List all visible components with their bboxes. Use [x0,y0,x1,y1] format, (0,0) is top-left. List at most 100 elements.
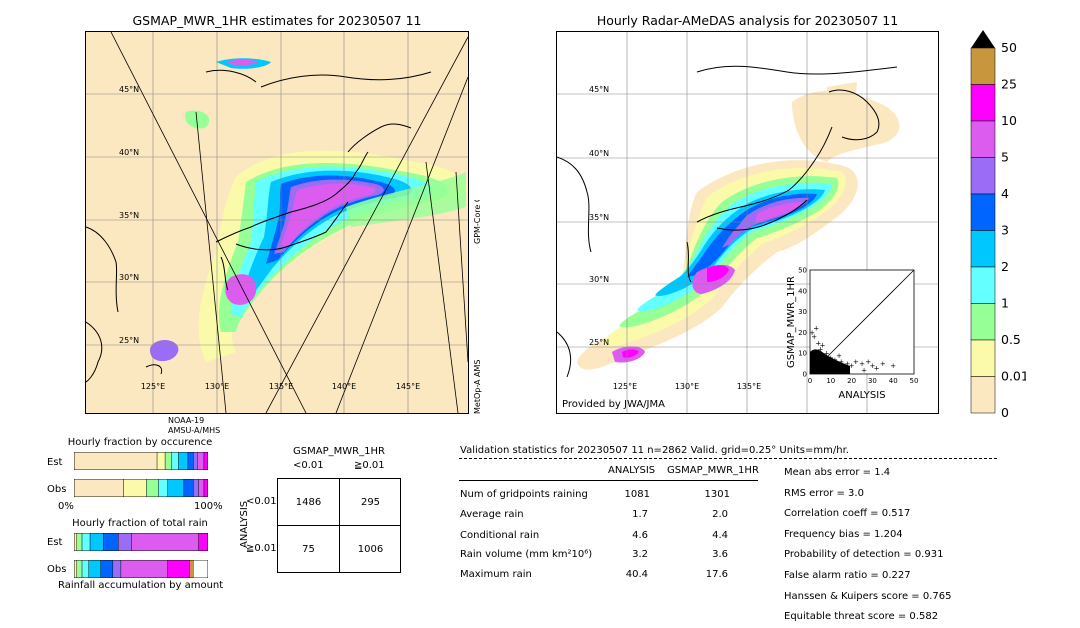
scatter-point: + [836,352,842,360]
svg-text:35°N: 35°N [589,213,609,222]
scatter-ytick-1: 10 [798,350,807,358]
occurrence-axis-right: 100% [194,501,223,512]
rain-fraction-title: Hourly fraction of total rain [72,518,208,529]
bar-segment [89,532,104,552]
bar-segment [189,559,194,579]
svg-text:135°E: 135°E [737,382,761,391]
gpm-core-label: GPM-Core GMI [473,200,482,244]
scatter-point: + [811,333,817,341]
contingency-title: GSMAP_MWR_1HR [293,446,385,457]
stat-label-2: Conditional rain [460,530,540,541]
svg-text:45°N: 45°N [119,85,139,94]
bar-segment [197,451,205,471]
scatter-inset: 0 0 10 10 20 20 30 30 40 40 50 50 + + + + + + + + + + + + + + + + +… [780,262,920,402]
svg-text:135°E: 135°E [269,382,293,391]
score-7: Equitable threat score = 0.582 [784,611,939,623]
right-coastline [556,65,898,378]
scatter-ylabel: GSMAP_MWR_1HR [786,276,797,368]
colorbar-segment-8 [970,339,996,377]
contingency-row-1: <0.01 [246,496,277,507]
left-map-title: GSMAP_MWR_1HR estimates for 20230507 11 [132,13,422,28]
left-rain-field [149,58,467,362]
scatter-point: + [865,358,871,366]
svg-text:35°N: 35°N [119,211,139,220]
colorbar-label-4: 4 [1001,186,1009,201]
right-map: 45°N 40°N 35°N 30°N 25°N 125°E 130°E 135… [556,31,939,414]
stat-g-4: 17.6 [705,569,728,580]
bar-segment [198,532,209,552]
bar-segment [203,451,209,471]
scatter-xtick-5: 50 [910,377,919,385]
rain-row-obs: Obs [47,564,67,575]
left-map-grid [86,32,468,413]
scatter-point: + [817,346,823,354]
scatter-point: + [859,360,865,368]
bar-segment [76,532,83,552]
colorbar-svg: 50 25 10 5 4 3 2 1 0.5 0.01 0 [970,30,1029,420]
right-map-canvas: 45°N 40°N 35°N 30°N 25°N 125°E 130°E 135… [556,32,938,413]
contingency-row-axis: ANALYSIS [235,490,251,550]
scatter-point: + [849,362,855,370]
rain-row-est: Est [47,537,63,548]
svg-text:145°E: 145°E [396,382,420,391]
cell-tn: 1486 [295,497,322,508]
scatter-point: + [845,360,851,368]
bar-segment [81,532,91,552]
scatter-point: + [820,341,826,349]
scatter-point: + [824,350,830,358]
colorbar-segment-5 [970,230,996,268]
contingency-row-2: ≧0.01 [246,543,277,554]
bar-segment [131,532,199,552]
svg-text:30°N: 30°N [119,273,139,282]
bar-segment [73,532,77,552]
colorbar-label-2: 10 [1001,113,1017,128]
occurrence-est-bar [73,451,209,471]
left-coastline [85,69,432,383]
scatter-point: + [838,358,844,366]
validation-dash-line [459,458,997,459]
colorbar-label-3: 5 [1001,150,1009,165]
left-swath-label-right-top: GPM-Core GMI [472,187,494,246]
bar-segment [167,559,190,579]
bar-segment [120,559,169,579]
left-map: 45°N 40°N 35°N 30°N 25°N 125°E 130°E 135… [85,31,469,414]
right-map-title: Hourly Radar-AMeDAS analysis for 2023050… [596,13,899,28]
bar-segment [158,478,168,498]
bar-segment [193,451,198,471]
colorbar-segment-7 [970,303,996,341]
scatter-ytick-5: 50 [798,267,807,275]
score-5: False alarm ratio = 0.227 [784,569,911,581]
right-lon-labels: 125°E 130°E 135°E [613,382,761,391]
scatter-ytick-2: 20 [798,329,807,337]
scatter-point: + [861,366,867,374]
bar-segment [73,451,158,471]
scatter-point: + [890,362,896,370]
colorbar-segment-1 [970,84,996,122]
occurrence-row-obs: Obs [47,484,67,495]
bar-segment [103,532,119,552]
occurrence-row-est: Est [47,457,63,468]
stat-g-0: 1301 [704,489,730,500]
scatter-xlabel: ANALYSIS [838,390,885,401]
stat-g-1: 2.0 [712,509,728,520]
colorbar-segment-4 [970,193,996,231]
stat-a-0: 1081 [624,489,650,500]
stat-label-1: Average rain [460,509,524,520]
stat-a-2: 4.6 [632,530,648,541]
left-lon-labels: 125°E 130°E 135°E 140°E 145°E [141,382,420,391]
score-list: Mean abs error = 1.4 RMS error = 3.0 Cor… [784,463,951,628]
rain-obs-bar [73,559,209,579]
right-map-grid [557,32,938,413]
bar-segment [187,451,194,471]
bar-segment [183,478,194,498]
bar-segment [100,559,114,579]
svg-text:125°E: 125°E [613,382,637,391]
colorbar: 50 25 10 5 4 3 2 1 0.5 0.01 0 [966,28,1029,420]
svg-text:30°N: 30°N [589,275,609,284]
contingency-row-axis-text: ANALYSIS [239,501,250,548]
left-lat-labels: 45°N 40°N 35°N 30°N 25°N [119,85,139,345]
rain-fraction-footer: Rainfall accumulation by amount [58,580,224,591]
stat-a-4: 40.4 [625,569,648,580]
scatter-point: + [815,339,821,347]
